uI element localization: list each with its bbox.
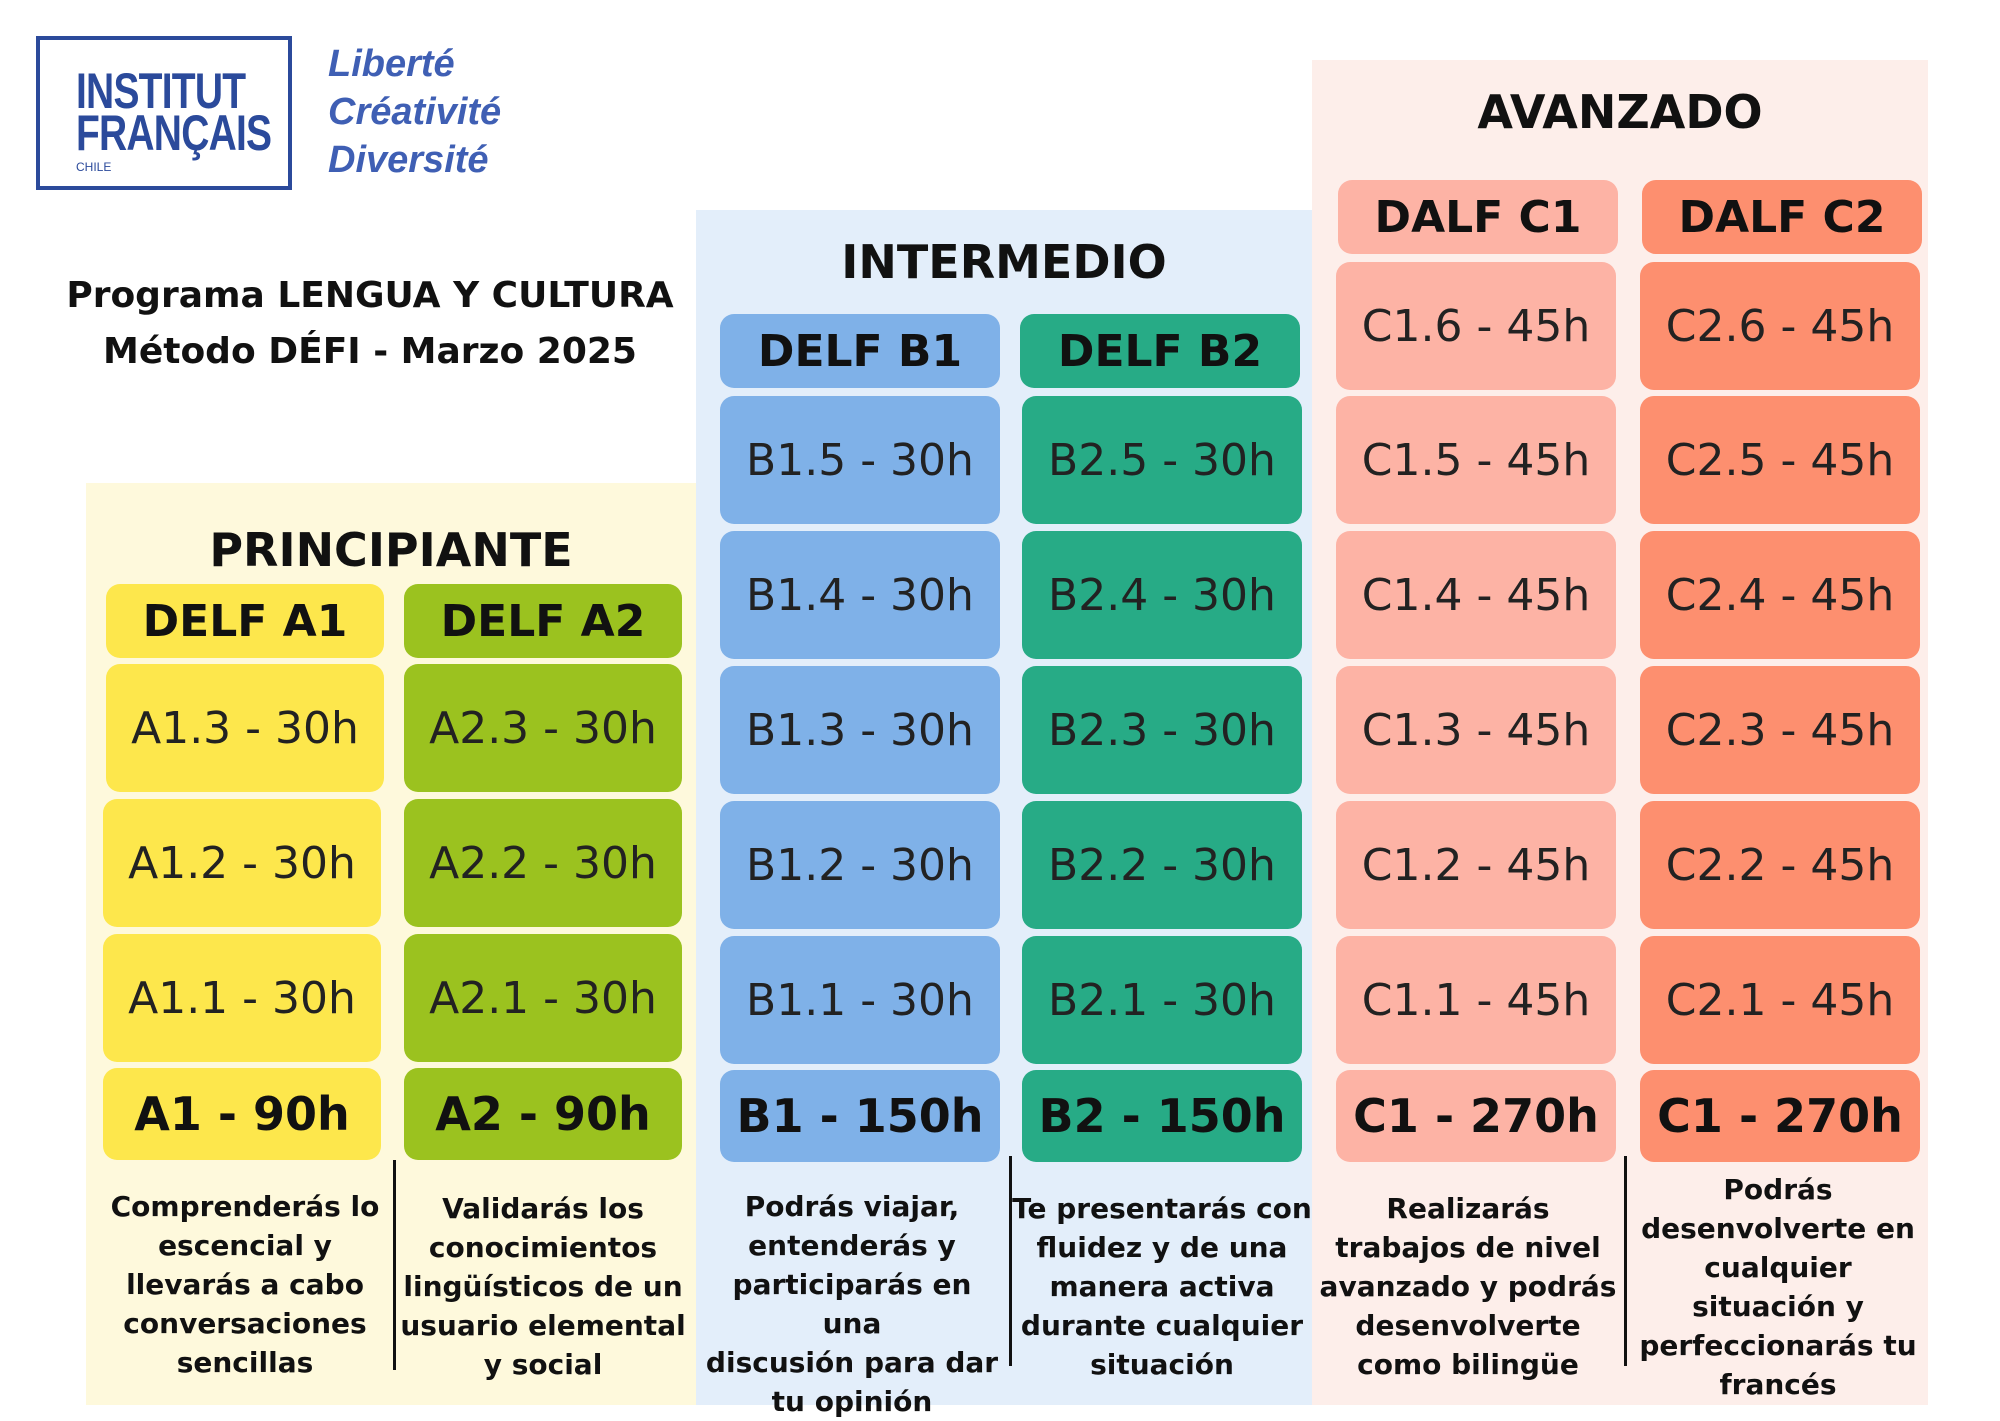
level-a2-2: A2.2 - 30h [404,799,682,927]
total-c1: C1 - 270h [1336,1070,1616,1162]
description-line: llevarás a cabo [126,1268,364,1301]
level-b1-3: B1.3 - 30h [720,666,1000,794]
level-b2-3: B2.3 - 30h [1022,666,1302,794]
description-line: situación [1090,1348,1234,1381]
level-b1-1: B1.1 - 30h [720,936,1000,1064]
level-c2-1: C2.1 - 45h [1640,936,1920,1064]
delf-b1-header: DELF B1 [720,314,1000,388]
motto-creativite: Créativité [328,91,502,133]
description-line: cualquier [1704,1251,1852,1284]
description-c1: Realizarás trabajos de nivel avanzado y … [1318,1189,1618,1384]
description-b2: Te presentarás con fluidez y de una mane… [1012,1189,1312,1384]
description-line: participarás en una [732,1268,972,1340]
intermedio-title: INTERMEDIO [841,235,1167,289]
description-line: durante cualquier [1020,1309,1304,1342]
program-title-line-1: Programa LENGUA Y CULTURA [66,275,674,316]
description-line: lingüísticos de un [403,1270,683,1303]
level-b1-4: B1.4 - 30h [720,531,1000,659]
level-a1-3: A1.3 - 30h [106,664,384,792]
level-a1-2: A1.2 - 30h [103,799,381,927]
level-b1-2: B1.2 - 30h [720,801,1000,929]
level-b2-2: B2.2 - 30h [1022,801,1302,929]
program-title-line-2: Método DÉFI - Marzo 2025 [103,331,637,372]
level-a2-1: A2.1 - 30h [404,934,682,1062]
delf-b2-header: DELF B2 [1020,314,1300,388]
level-c2-5: C2.5 - 45h [1640,396,1920,524]
divider-avanzado [1624,1156,1627,1366]
description-line: Podrás [1723,1173,1833,1206]
description-line: Validarás los [442,1192,644,1225]
level-c1-4: C1.4 - 45h [1336,531,1616,659]
logo-line-2: FRANÇAIS [76,105,272,161]
description-line: conversaciones [123,1307,367,1340]
description-line: tu opinión [771,1385,933,1418]
level-c2-3: C2.3 - 45h [1640,666,1920,794]
total-b2: B2 - 150h [1022,1070,1302,1162]
description-line: Te presentarás con [1012,1192,1312,1225]
avanzado-title: AVANZADO [1477,85,1763,139]
description-line: y social [483,1348,603,1381]
description-line: desenvolverte en [1641,1212,1915,1245]
description-line: conocimientos [428,1231,658,1264]
description-a1: Comprenderás lo escencial y llevarás a c… [100,1187,390,1382]
description-line: sencillas [176,1346,314,1379]
level-c2-4: C2.4 - 45h [1640,531,1920,659]
total-a2: A2 - 90h [404,1068,682,1160]
description-b1: Podrás viajar, entenderás y participarás… [702,1187,1002,1421]
description-line: manera activa [1049,1270,1275,1303]
delf-a1-header: DELF A1 [106,584,384,658]
divider-principiante [393,1160,396,1370]
level-b1-5: B1.5 - 30h [720,396,1000,524]
logo-line-1: INSTITUT [76,63,246,119]
level-c2-6: C2.6 - 45h [1640,262,1920,390]
description-line: Podrás viajar, [744,1190,960,1223]
level-b2-5: B2.5 - 30h [1022,396,1302,524]
description-line: francés [1719,1368,1837,1401]
description-line: avanzado y podrás [1319,1270,1617,1303]
total-a1: A1 - 90h [103,1068,381,1160]
divider-intermedio [1009,1156,1012,1366]
level-b2-4: B2.4 - 30h [1022,531,1302,659]
logo-country: CHILE [76,160,112,174]
total-c2: C1 - 270h [1640,1070,1920,1162]
motto-liberte: Liberté [328,43,455,85]
description-line: como bilingüe [1357,1348,1579,1381]
description-line: perfeccionarás tu [1639,1329,1917,1362]
level-c1-3: C1.3 - 45h [1336,666,1616,794]
level-c1-1: C1.1 - 45h [1336,936,1616,1064]
dalf-c2-header: DALF C2 [1642,180,1922,254]
description-line: fluidez y de una [1036,1231,1288,1264]
description-line: discusión para dar [705,1346,999,1379]
level-c1-2: C1.2 - 45h [1336,801,1616,929]
motto: Liberté Créativité Diversité [328,40,501,184]
description-line: Comprenderás lo [110,1190,380,1223]
description-line: entenderás y [748,1229,956,1262]
institut-francais-logo: INSTITUT FRANÇAIS CHILE [36,36,292,190]
description-line: situación y [1692,1290,1864,1323]
description-line: Realizarás [1386,1192,1550,1225]
level-c1-5: C1.5 - 45h [1336,396,1616,524]
level-c2-2: C2.2 - 45h [1640,801,1920,929]
description-line: usuario elemental [400,1309,686,1342]
level-c1-6: C1.6 - 45h [1336,262,1616,390]
dalf-c1-header: DALF C1 [1338,180,1618,254]
description-a2: Validarás los conocimientos lingüísticos… [398,1189,688,1384]
total-b1: B1 - 150h [720,1070,1000,1162]
description-line: escencial y [158,1229,332,1262]
description-line: desenvolverte [1355,1309,1581,1342]
description-line: trabajos de nivel [1335,1231,1601,1264]
program-title: Programa LENGUA Y CULTURA Método DÉFI - … [30,268,710,380]
motto-diversite: Diversité [328,139,489,181]
description-c2: Podrás desenvolverte en cualquier situac… [1628,1170,1928,1404]
principiante-title: PRINCIPIANTE [209,523,573,577]
delf-a2-header: DELF A2 [404,584,682,658]
level-a1-1: A1.1 - 30h [103,934,381,1062]
level-b2-1: B2.1 - 30h [1022,936,1302,1064]
level-a2-3: A2.3 - 30h [404,664,682,792]
